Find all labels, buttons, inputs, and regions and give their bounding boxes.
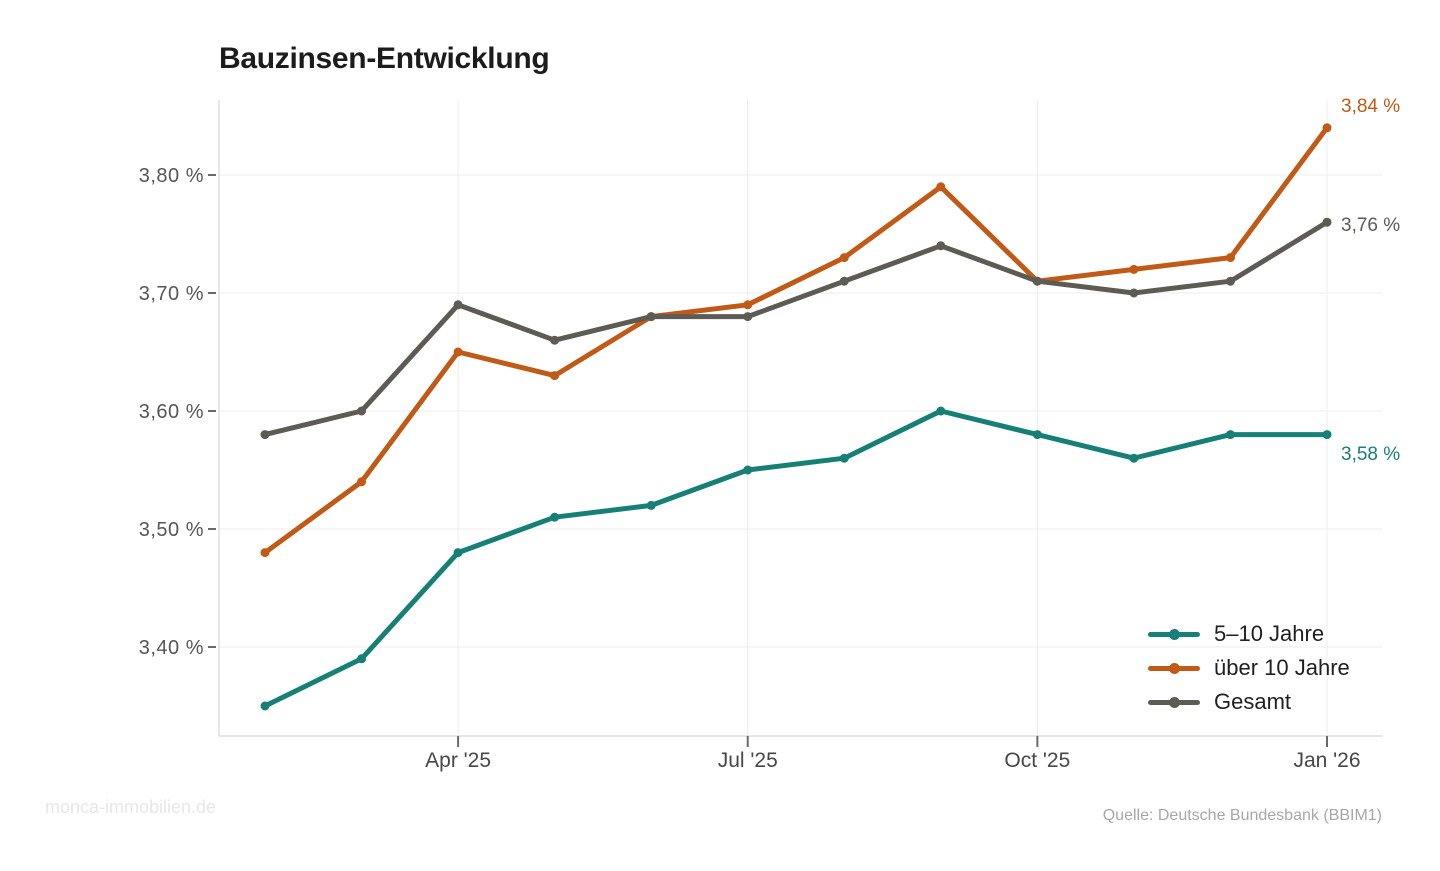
data-point-icon [1322,217,1332,227]
x-tick-label: Apr '25 [425,749,491,772]
data-point-icon [357,406,367,416]
legend-label: über 10 Jahre [1214,655,1350,680]
data-point-icon [839,276,849,286]
x-tick-label: Oct '25 [1004,749,1070,772]
legend-item-5-10-jahre: 5–10 Jahre [1148,617,1350,651]
data-point-icon [1129,453,1139,463]
series-line-1 [262,125,1330,556]
end-value-label-gesamt: 3,76 % [1341,215,1401,237]
data-point-icon [1032,430,1042,440]
data-point-icon [550,512,560,522]
data-point-icon [1225,430,1235,440]
x-tick-label: Jul '25 [718,749,778,772]
data-point-icon [1322,123,1332,133]
data-point-icon [260,430,270,440]
data-point-icon [453,300,463,310]
data-point-icon [1322,430,1332,440]
y-tick-label: 3,40 % [139,637,204,659]
source-attribution: Quelle: Deutsche Bundesbank (BBIM1) [1102,807,1382,824]
y-tick-label: 3,60 % [139,401,204,423]
legend-line-marker-icon [1148,628,1200,641]
end-value-label-5-10-jahre: 3,58 % [1341,443,1401,465]
data-point-icon [936,241,946,251]
data-point-icon [550,335,560,345]
data-point-icon [646,500,656,510]
data-point-icon [1225,276,1235,286]
data-point-icon [453,347,463,357]
data-point-icon [453,548,463,558]
chart-title: Bauzinsen-Entwicklung [219,42,550,75]
y-tick-label: 3,80 % [139,165,204,187]
data-point-icon [839,253,849,263]
data-point-icon [1032,276,1042,286]
y-tick-label: 3,70 % [139,283,204,305]
data-point-icon [936,182,946,192]
series-line-0 [262,408,1330,709]
end-value-label-ueber-10-jahre: 3,84 % [1341,95,1401,117]
data-point-icon [743,465,753,475]
legend-line-marker-icon [1148,662,1200,675]
data-point-icon [1129,288,1139,298]
data-point-icon [260,701,270,711]
watermark-text: monca-immobilien.de [45,797,217,817]
legend-line-marker-icon [1148,696,1200,709]
data-point-icon [646,312,656,322]
data-point-icon [839,453,849,463]
legend-label: Gesamt [1214,689,1292,714]
legend-dot-icon [1169,662,1180,674]
x-tick-label: Jan '26 [1293,749,1360,772]
legend-dot-icon [1169,696,1180,708]
data-point-icon [1129,264,1139,274]
data-point-icon [550,371,560,381]
data-point-icon [357,477,367,487]
legend-item-gesamt: Gesamt [1148,685,1350,719]
series-line-2 [262,219,1330,438]
data-point-icon [357,654,367,664]
data-point-icon [936,406,946,416]
chart-legend: 5–10 Jahre über 10 Jahre Gesamt [1148,617,1350,719]
data-point-icon [743,312,753,322]
data-point-icon [743,300,753,310]
y-tick-label: 3,50 % [139,519,204,541]
data-point-icon [1225,253,1235,263]
data-point-icon [260,548,270,558]
legend-item-ueber-10-jahre: über 10 Jahre [1148,651,1350,685]
legend-dot-icon [1169,628,1180,640]
legend-label: 5–10 Jahre [1214,621,1325,646]
